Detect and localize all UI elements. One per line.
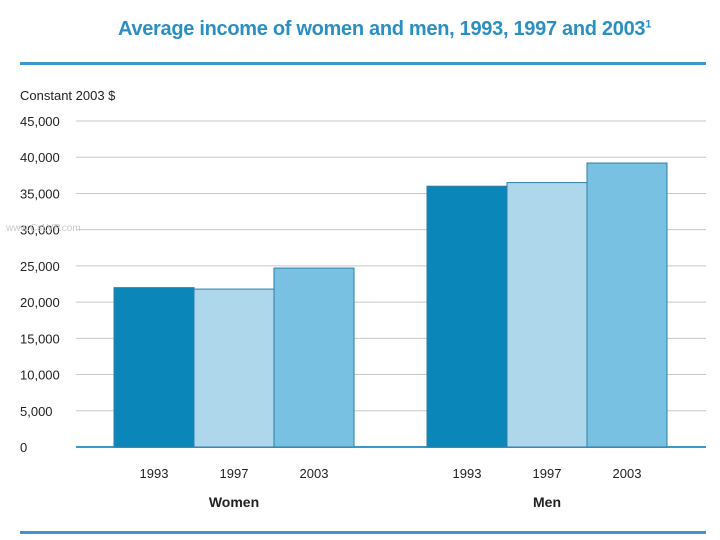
- x-tick-label: 2003: [613, 466, 642, 481]
- y-tick-label: 30,000: [20, 223, 60, 238]
- chart-title: Average income of women and men, 1993, 1…: [118, 18, 652, 40]
- y-tick-label: 5,000: [20, 404, 53, 419]
- y-tick-label: 15,000: [20, 331, 60, 346]
- group-label: Men: [533, 494, 561, 510]
- x-tick-label: 2003: [300, 466, 329, 481]
- y-tick-label: 45,000: [20, 114, 60, 129]
- x-tick-label: 1993: [453, 466, 482, 481]
- x-tick-label: 1997: [533, 466, 562, 481]
- top-rule: [20, 62, 706, 65]
- y-axis-unit-label: Constant 2003 $: [20, 88, 116, 103]
- y-tick-label: 35,000: [20, 186, 60, 201]
- bar: [193, 288, 275, 448]
- x-tick-label: 1997: [220, 466, 249, 481]
- bar: [113, 287, 195, 448]
- bottom-rule: [20, 531, 706, 534]
- group-label: Women: [209, 494, 259, 510]
- title-footnote-marker: 1: [645, 18, 652, 31]
- bar: [506, 182, 588, 448]
- y-tick-label: 25,000: [20, 259, 60, 274]
- y-tick-label: 20,000: [20, 295, 60, 310]
- x-tick-label: 1993: [140, 466, 169, 481]
- bar: [426, 185, 508, 448]
- watermark: www.CsLVP.com: [6, 223, 81, 234]
- bar: [273, 267, 355, 448]
- y-tick-label: 0: [20, 440, 27, 455]
- y-tick-label: 40,000: [20, 150, 60, 165]
- y-tick-label: 10,000: [20, 368, 60, 383]
- bar: [586, 162, 668, 448]
